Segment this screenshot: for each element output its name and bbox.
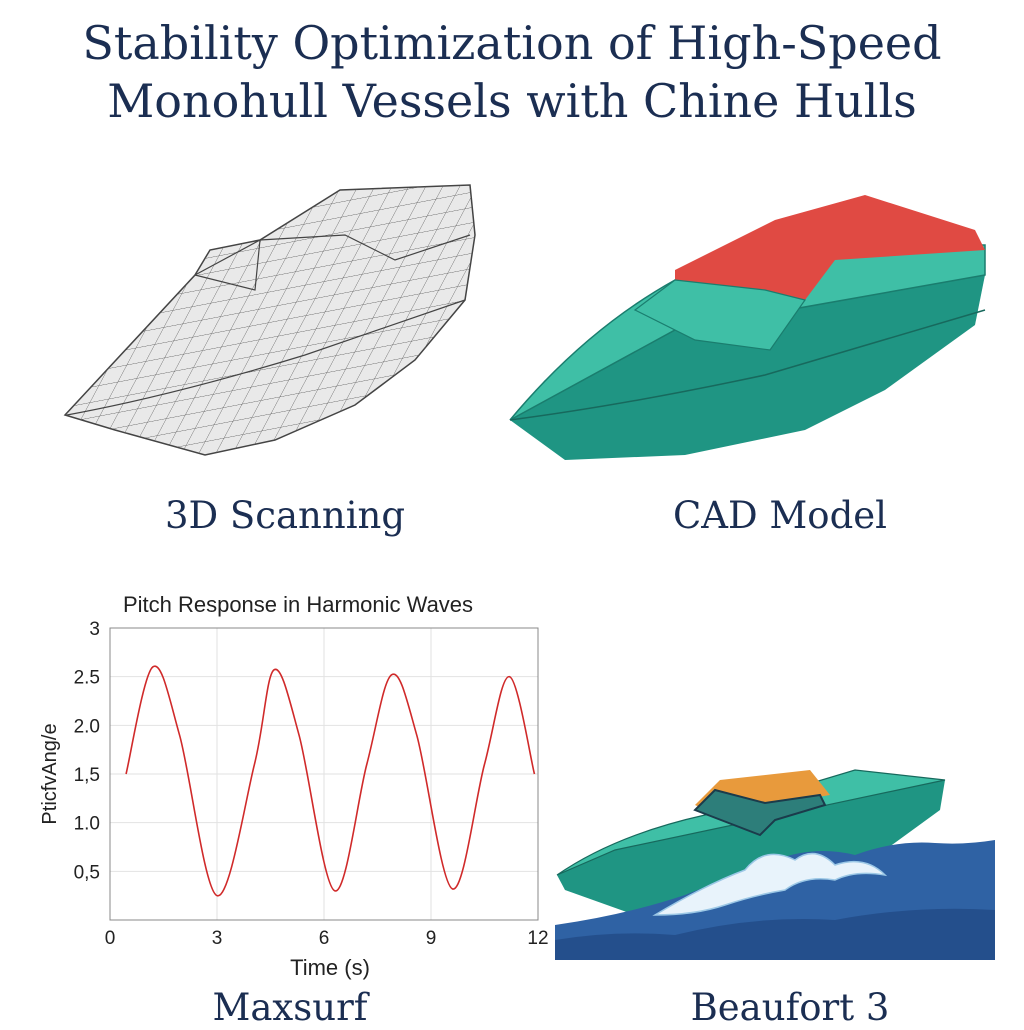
x-tick-label: 0 (105, 928, 116, 949)
scan-caption: 3D Scanning (164, 494, 406, 537)
x-tick-label: 12 (527, 928, 548, 949)
y-tick-label: 3 (89, 619, 100, 640)
boat-hull-deck (556, 769, 946, 876)
y-tick-label: 1,5 (74, 765, 100, 786)
cad-hull-side (510, 275, 985, 460)
boat-windshield (693, 788, 827, 837)
y-tick-label: 0,5 (74, 862, 100, 883)
cad-hull-model (509, 195, 986, 460)
scan-chine-line (66, 299, 466, 416)
cad-caption: CAD Model (672, 494, 888, 537)
title-line-1: Stability Optimization of High-Speed (82, 16, 942, 70)
boat-in-waves-illustration (555, 769, 995, 960)
boat-hull-side (557, 780, 945, 915)
chart-ticks: 0 3 6 9 12 0,5 1.0 1,5 2.0 2.5 3 (74, 619, 549, 949)
x-tick-label: 3 (212, 928, 223, 949)
scanned-hull-wireframe (63, 184, 476, 456)
chart-title: Pitch Response in Harmonic Waves (123, 592, 473, 617)
title-line-2: Monohull Vessels with Chine Hulls (107, 74, 917, 128)
wave-caption: Beaufort 3 (690, 986, 890, 1029)
chart-xlabel: Time (s) (290, 955, 370, 980)
x-tick-label: 6 (319, 928, 330, 949)
chart-ylabel: PticfvAng/e (39, 723, 61, 824)
cad-cabin-top (675, 195, 985, 300)
page-title: Stability Optimization of High-Speed Mon… (0, 14, 1024, 130)
x-tick-label: 9 (426, 928, 437, 949)
sea-waves-dark (555, 908, 995, 960)
y-tick-label: 1.0 (74, 814, 100, 835)
wave-splash (652, 852, 888, 916)
scan-cabin-outline (194, 234, 471, 291)
y-tick-label: 2.0 (74, 716, 100, 737)
pitch-response-chart: 0 3 6 9 12 0,5 1.0 1,5 2.0 2.5 3 Pitch Response in… (39, 592, 549, 980)
chart-caption: Maxsurf (212, 986, 368, 1029)
chart-grid (109, 627, 539, 920)
pitch-series-line (125, 665, 536, 897)
chart-plot-frame (109, 627, 539, 921)
cad-sheer-line (509, 309, 986, 421)
cad-windshield (633, 279, 806, 351)
y-tick-label: 2.5 (74, 668, 100, 689)
